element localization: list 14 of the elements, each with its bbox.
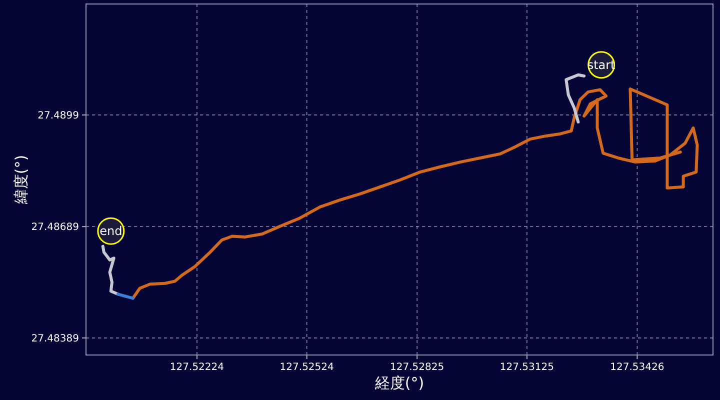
- line-series: [564, 73, 586, 124]
- line-series: [131, 87, 699, 300]
- y-axis-title: 緯度(°): [12, 154, 30, 206]
- x-tick-label: 127.52224: [170, 362, 224, 373]
- x-tick-label: 127.53125: [500, 362, 554, 373]
- x-tick-label: 127.52825: [390, 362, 444, 373]
- annotation: end: [100, 224, 122, 238]
- y-tick-label: 27.4899: [38, 110, 79, 122]
- y-tick-label: 27.48389: [31, 333, 79, 344]
- x-axis-title: 経度(°): [374, 374, 424, 392]
- x-tick-label: 127.52524: [280, 362, 334, 373]
- y-tick-label: 27.48689: [31, 222, 79, 234]
- x-tick-label: 127.53426: [610, 362, 664, 373]
- line-series: [101, 244, 120, 296]
